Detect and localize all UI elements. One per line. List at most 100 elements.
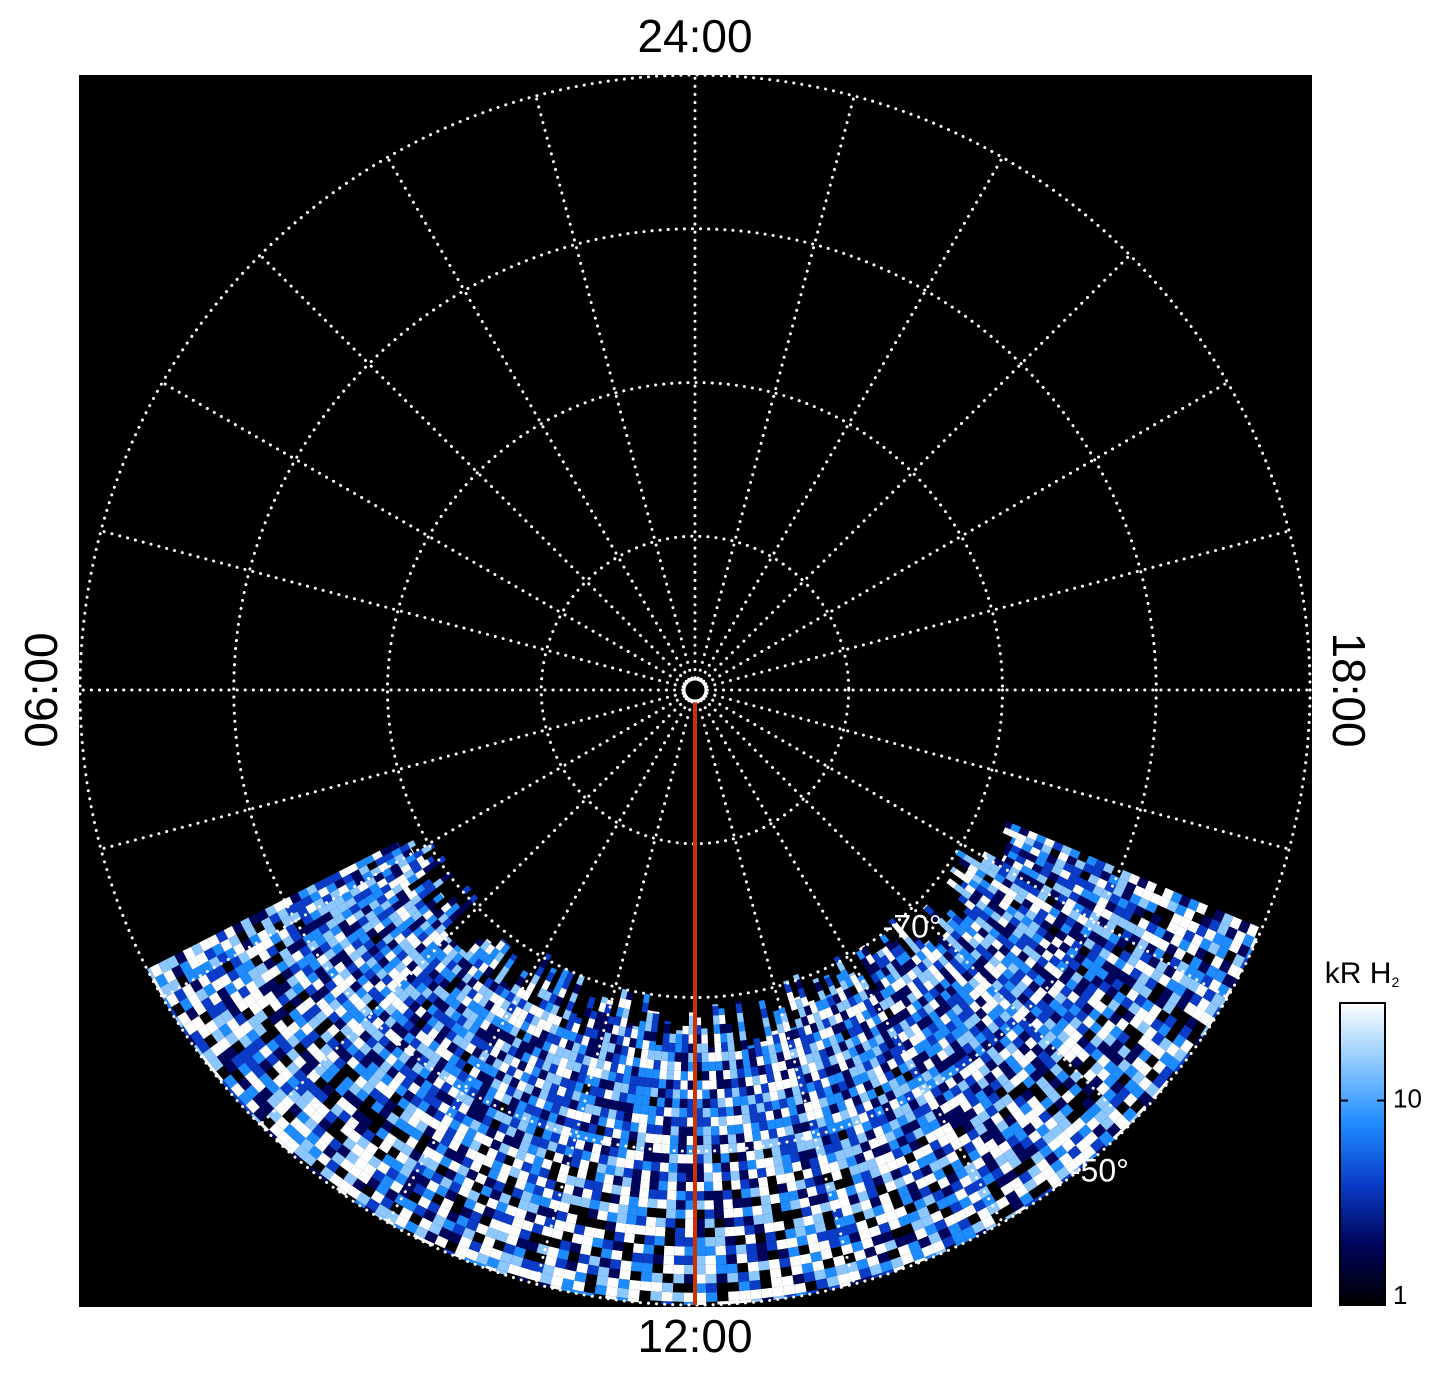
emission-cell <box>458 1102 471 1115</box>
emission-cell <box>342 873 354 885</box>
emission-cell <box>478 1082 491 1095</box>
emission-cell <box>302 932 315 945</box>
emission-cell <box>495 1007 507 1019</box>
emission-cell <box>245 946 259 960</box>
emission-cell <box>439 1025 451 1038</box>
emission-cell <box>574 1139 586 1151</box>
emission-cell <box>654 1050 662 1061</box>
emission-cell <box>733 1216 745 1227</box>
emission-cell <box>617 1204 629 1215</box>
emission-cell <box>474 1172 488 1185</box>
emission-cell <box>806 1013 816 1025</box>
emission-cell <box>648 1040 657 1051</box>
emission-cell <box>681 1052 689 1063</box>
emission-cell <box>709 1098 718 1108</box>
emission-cell <box>534 1213 547 1226</box>
emission-cell <box>339 1158 355 1172</box>
emission-cell <box>676 1030 683 1035</box>
emission-cell <box>644 1142 654 1153</box>
emission-cell <box>306 1042 320 1057</box>
emission-cell <box>733 1207 744 1218</box>
emission-cell <box>726 1263 738 1274</box>
emission-cell <box>739 1169 749 1180</box>
emission-cell <box>442 1093 456 1107</box>
emission-cell <box>408 1169 422 1183</box>
emission-cell <box>450 1010 462 1023</box>
emission-cell <box>797 1026 807 1038</box>
emission-cell <box>643 1030 651 1041</box>
emission-cell <box>618 1054 628 1065</box>
emission-cell <box>580 1035 591 1047</box>
emission-cell <box>191 1015 206 1031</box>
emission-cell <box>866 1157 878 1170</box>
emission-cell <box>426 914 438 926</box>
emission-cell <box>583 1141 594 1153</box>
emission-cell <box>304 951 317 965</box>
emission-cell <box>385 1053 398 1066</box>
emission-cell <box>631 1112 641 1124</box>
emission-cell <box>796 1235 809 1247</box>
emission-cell <box>804 1139 816 1151</box>
emission-cell <box>331 942 344 955</box>
emission-cell <box>812 1011 822 1023</box>
emission-cell <box>747 1168 758 1180</box>
emission-cell <box>376 1093 390 1107</box>
emission-cell <box>168 978 182 993</box>
emission-cell <box>494 1069 506 1082</box>
emission-cell <box>655 1115 664 1126</box>
emission-cell <box>426 1015 439 1028</box>
emission-cell <box>436 1205 451 1219</box>
emission-cell <box>804 1224 817 1236</box>
emission-cell <box>856 1258 870 1271</box>
emission-cell <box>813 1108 824 1120</box>
emission-cell <box>581 1150 592 1162</box>
emission-cell <box>565 1000 575 1012</box>
emission-cell <box>523 1083 535 1095</box>
emission-cell <box>884 1180 898 1193</box>
emission-cell <box>511 1216 525 1229</box>
emission-cell <box>426 1179 440 1193</box>
emission-cell <box>719 1134 729 1145</box>
emission-cell <box>616 1287 629 1299</box>
emission-cell <box>473 1058 486 1071</box>
emission-cell <box>448 1053 461 1066</box>
emission-cell <box>480 1062 493 1075</box>
emission-cell <box>445 1073 458 1086</box>
emission-cell <box>394 961 407 974</box>
emission-cell <box>417 931 429 943</box>
emission-cell <box>431 945 443 958</box>
emission-cell <box>337 980 350 993</box>
emission-cell <box>888 1218 902 1231</box>
emission-cell <box>394 1172 409 1186</box>
emission-cell <box>715 1070 724 1080</box>
emission-cell <box>266 1094 281 1109</box>
emission-cell <box>662 1125 672 1136</box>
emission-cell <box>299 1062 314 1077</box>
emission-cell <box>556 1085 567 1097</box>
emission-cell <box>437 1101 451 1115</box>
emission-cell <box>754 1093 764 1104</box>
emission-cell <box>773 1071 783 1082</box>
emission-cell <box>384 1040 398 1054</box>
emission-cell <box>276 993 291 1007</box>
emission-cell <box>237 985 251 999</box>
emission-map <box>133 821 1277 1305</box>
emission-cell <box>361 1128 376 1142</box>
emission-cell <box>412 1182 427 1197</box>
emission-cell <box>560 1125 572 1137</box>
emission-cell <box>430 1096 443 1110</box>
emission-cell <box>473 1015 485 1027</box>
emission-cell <box>542 1264 555 1276</box>
emission-cell <box>330 924 343 937</box>
emission-cell <box>725 1245 737 1255</box>
emission-cell <box>215 930 229 944</box>
colorbar <box>1339 1002 1386 1306</box>
emission-cell <box>301 913 314 926</box>
emission-cell <box>561 1278 575 1290</box>
emission-cell <box>391 944 404 956</box>
emission-cell <box>330 871 343 883</box>
emission-cell <box>348 1082 362 1096</box>
emission-cell <box>721 1162 731 1173</box>
emission-cell <box>390 1009 403 1022</box>
emission-cell <box>806 1033 816 1045</box>
